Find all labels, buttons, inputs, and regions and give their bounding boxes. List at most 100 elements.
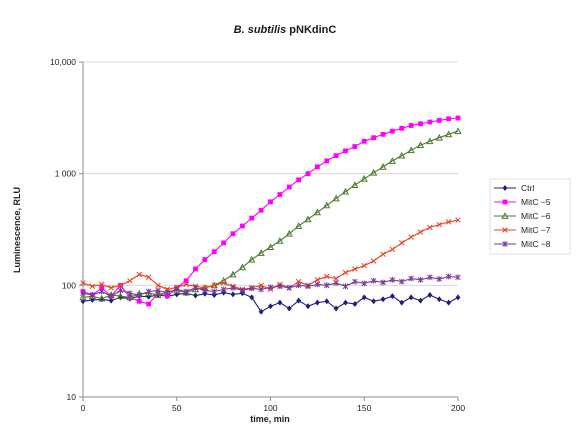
x-axis-ticks: 0 50 100 150 200 <box>81 397 465 413</box>
data-point <box>230 284 236 291</box>
legend-label: MitC −8 <box>521 239 551 249</box>
data-point <box>136 292 143 298</box>
data-point <box>398 278 405 285</box>
data-point <box>314 277 321 283</box>
data-point <box>408 123 414 128</box>
data-point <box>117 282 124 289</box>
data-point <box>277 299 283 306</box>
data-point <box>248 255 256 263</box>
legend-label: MitC −6 <box>521 211 551 221</box>
data-point <box>389 276 396 283</box>
data-point <box>370 258 377 264</box>
chart-title: B. subtilis pNKdinC <box>234 24 337 36</box>
series-layer <box>79 115 462 315</box>
data-point <box>267 284 274 291</box>
data-point <box>418 121 423 127</box>
legend: Ctrl MitC −5 MitC −6 MitC −7 MitC −8 <box>489 178 571 255</box>
x-axis-label: time, min <box>250 414 290 424</box>
legend-marker <box>502 185 508 191</box>
data-point <box>427 291 433 298</box>
data-point <box>145 274 152 281</box>
data-point <box>389 293 395 300</box>
data-point <box>361 294 367 301</box>
data-point <box>455 274 461 281</box>
data-point <box>238 263 247 271</box>
data-point <box>333 153 339 159</box>
data-point <box>248 285 255 292</box>
data-point <box>285 229 293 237</box>
series-line <box>82 117 459 305</box>
data-point <box>444 130 453 138</box>
y-tick-label: 10,000 <box>50 57 76 67</box>
data-point <box>286 305 292 312</box>
data-point <box>455 115 461 121</box>
data-point <box>445 219 452 225</box>
data-point <box>80 298 86 305</box>
data-point <box>343 148 348 154</box>
data-point <box>98 281 105 288</box>
data-point <box>324 158 330 164</box>
data-point <box>127 290 133 297</box>
data-point <box>192 284 199 291</box>
legend-marker <box>502 227 508 233</box>
data-point <box>202 257 208 262</box>
data-point <box>371 298 377 305</box>
data-point <box>98 288 105 295</box>
data-point <box>98 294 106 302</box>
data-point <box>313 208 322 216</box>
data-point <box>221 240 227 246</box>
y-tick-label: 10 <box>67 392 77 402</box>
data-point <box>116 292 125 300</box>
data-point <box>108 285 114 291</box>
data-point <box>230 291 236 298</box>
data-point <box>99 285 105 291</box>
data-point <box>454 127 462 135</box>
data-point <box>369 168 378 176</box>
data-point <box>352 301 358 308</box>
data-point <box>435 133 443 141</box>
data-point <box>371 135 377 141</box>
legend-label: MitC −5 <box>521 197 551 207</box>
data-point <box>193 292 198 299</box>
data-point <box>407 146 415 154</box>
data-point <box>229 270 237 278</box>
y-tick-label: 100 <box>62 280 76 290</box>
data-point <box>305 283 311 290</box>
data-point <box>136 298 142 304</box>
data-point <box>436 221 443 228</box>
data-point <box>399 125 405 131</box>
data-point <box>146 293 152 300</box>
data-point <box>258 308 264 315</box>
data-point <box>399 299 405 306</box>
data-point <box>277 283 283 290</box>
data-point <box>164 289 171 296</box>
data-point <box>211 282 218 289</box>
data-point <box>343 299 348 306</box>
data-point <box>155 282 161 289</box>
data-point <box>333 280 339 286</box>
data-point <box>295 282 302 289</box>
data-point <box>258 207 264 213</box>
data-point <box>436 296 442 303</box>
data-point <box>220 286 227 293</box>
data-point <box>323 282 330 289</box>
data-point <box>388 157 397 164</box>
data-point <box>418 297 423 304</box>
data-point <box>398 151 406 159</box>
data-point <box>296 297 302 304</box>
data-point <box>183 278 189 284</box>
x-tick-label: 100 <box>263 403 277 413</box>
data-point <box>145 288 152 295</box>
chart-title-rest: pNKdinC <box>286 24 336 36</box>
data-point <box>427 119 433 125</box>
data-point <box>183 281 189 288</box>
data-point <box>417 276 424 283</box>
data-point <box>249 215 255 221</box>
data-point <box>408 275 414 282</box>
series-line <box>82 130 459 300</box>
data-point <box>304 215 312 223</box>
data-point <box>146 301 152 307</box>
data-point <box>361 262 368 269</box>
data-point <box>332 194 340 202</box>
